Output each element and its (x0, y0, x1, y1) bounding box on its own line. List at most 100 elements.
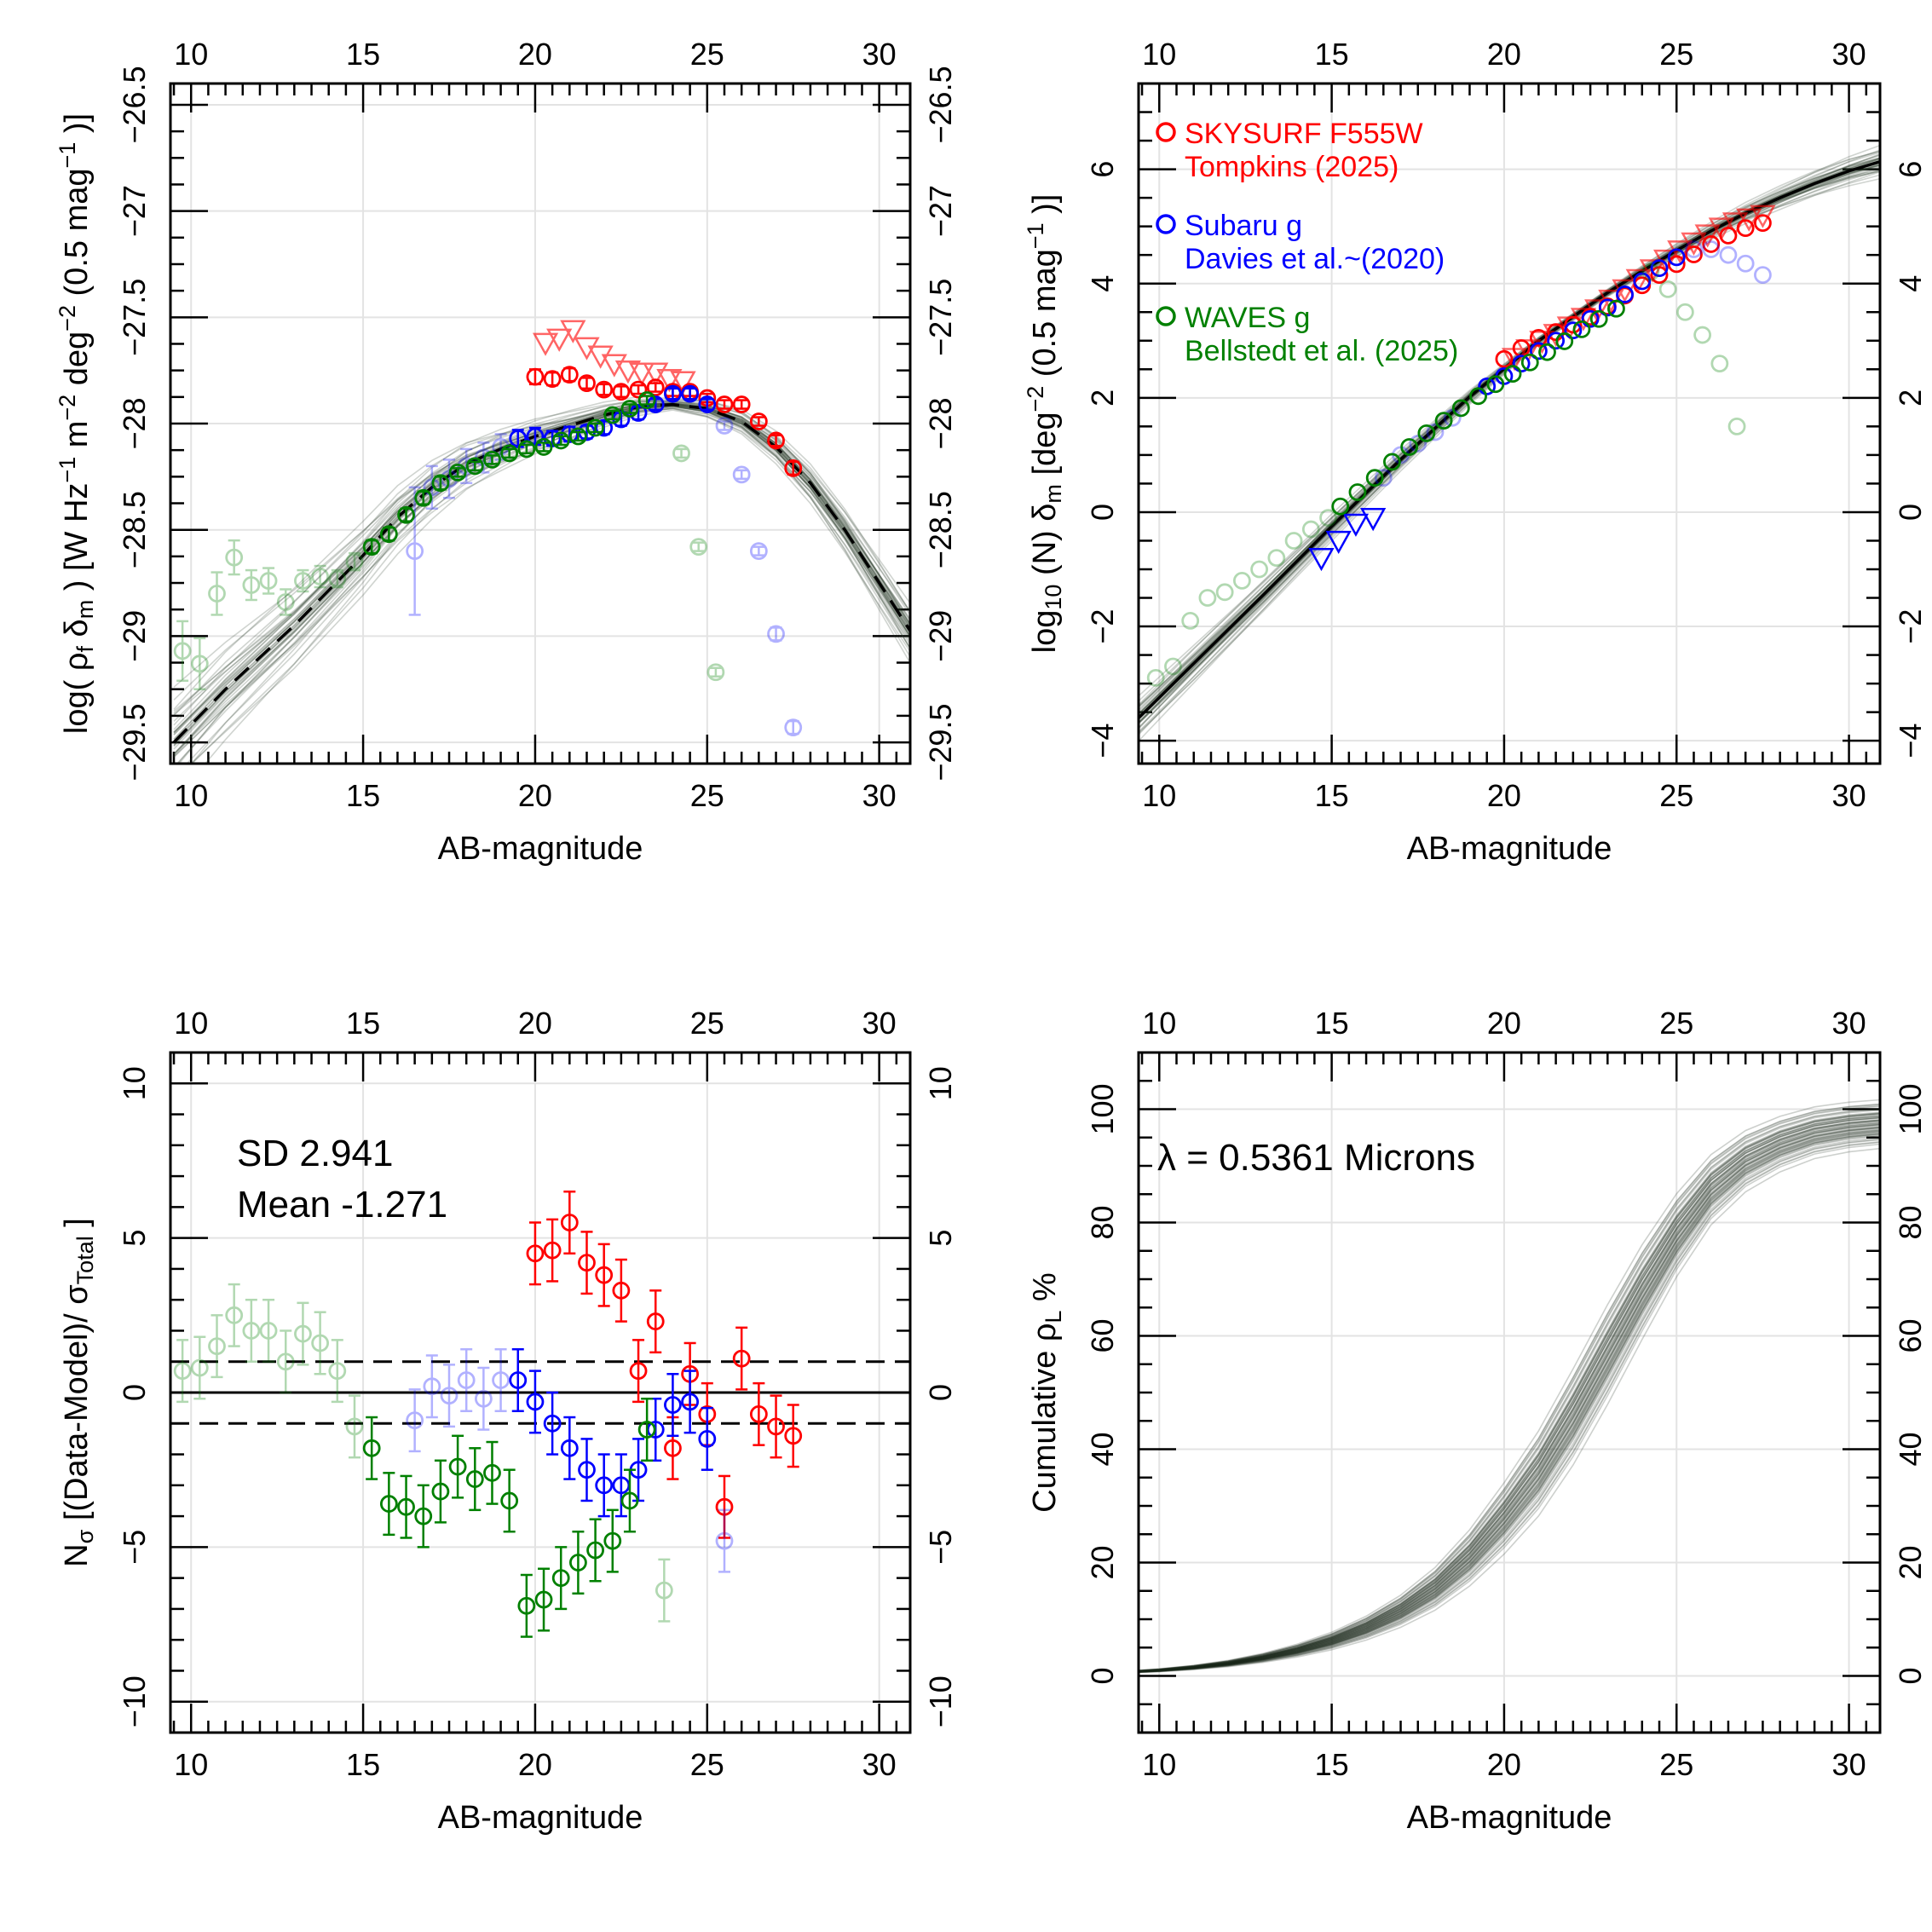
tick-label-x-top: 20 (518, 1006, 552, 1041)
model-median-line (1139, 159, 1880, 719)
data-point (406, 542, 424, 561)
plot-area (1139, 144, 1880, 742)
tick-label-x-bottom: 25 (690, 1747, 724, 1782)
data-point (345, 552, 364, 571)
data-point (1685, 240, 1703, 258)
data-point (586, 418, 604, 437)
data-point (509, 430, 528, 447)
y-axis-title-part: N (59, 1543, 95, 1566)
cumulative-realisation-line (1139, 1129, 1880, 1673)
data-point (637, 391, 656, 409)
tick-label-y-right: 0 (1893, 504, 1928, 521)
tick-label-x-bottom: 10 (1142, 778, 1176, 813)
model-realisation-line (173, 399, 910, 688)
cumulative-realisation-line (1139, 1116, 1880, 1672)
cumulative-realisation-line (1139, 1128, 1880, 1673)
model-realisation-line (173, 402, 910, 735)
tick-label-y-left: 6 (1085, 161, 1120, 178)
ticks (170, 84, 910, 764)
tick-label-y-right: −28.5 (923, 491, 958, 568)
grid (1139, 1053, 1880, 1733)
y-axis-title-part: Cumulative ρ (1027, 1324, 1063, 1513)
data-point (629, 1362, 648, 1381)
ticks (1139, 1051, 1880, 1734)
data-point (715, 417, 734, 435)
cumulative-realisation-line (1139, 1143, 1880, 1674)
cumulative-realisation-line (1139, 1115, 1880, 1672)
data-point (715, 1497, 734, 1516)
data-point (637, 1421, 656, 1439)
data-point (767, 1417, 785, 1436)
y-axis-title-part: m (59, 421, 95, 457)
cumulative-realisation-line (1139, 1104, 1880, 1671)
cumulative-realisation-line (1139, 1104, 1880, 1671)
cumulative-realisation-line (1139, 1119, 1880, 1672)
cumulative-realisation-line (1139, 1105, 1880, 1672)
data-point (595, 1266, 614, 1284)
data-point (1547, 332, 1566, 350)
data-point (1564, 321, 1583, 340)
tick-label-y-left: 5 (117, 1230, 152, 1247)
data-point (603, 406, 622, 424)
tick-label-x-bottom: 20 (1487, 1747, 1521, 1782)
model-realisation-line (173, 402, 910, 710)
series-5 (1331, 299, 1625, 516)
tick-label-y-left: −27.5 (117, 279, 152, 356)
x-axis-title: AB-magnitude (1407, 831, 1612, 867)
data-point (242, 576, 261, 594)
y-axis-title-part: (0.5 mag (59, 168, 95, 305)
data-point-upper-limit (1681, 232, 1707, 256)
cumulative-realisation-line (1139, 1139, 1880, 1673)
data-point (698, 395, 717, 413)
tick-label-y-right: 60 (1893, 1318, 1928, 1352)
data-point (379, 1495, 398, 1513)
data-point (294, 1324, 312, 1343)
data-point (560, 1439, 579, 1457)
data-point (1685, 245, 1703, 263)
data-point (586, 1541, 604, 1560)
tick-label-x-bottom: 25 (690, 778, 724, 813)
data-point (190, 655, 209, 673)
tick-label-x-top: 10 (1142, 1006, 1176, 1041)
data-point (1702, 235, 1721, 253)
data-point (784, 718, 803, 737)
tick-label-x-bottom: 30 (1832, 778, 1866, 813)
ticks (1139, 82, 1880, 764)
data-point-upper-limit (1721, 212, 1749, 236)
data-point (620, 400, 639, 418)
cumulative-realisation-line (1139, 1123, 1880, 1672)
cumulative-realisation-line (1139, 1112, 1880, 1672)
y-axis-title-part: )] (1027, 194, 1063, 223)
data-point (1641, 262, 1660, 281)
data-point (173, 1362, 192, 1381)
model-realisation-line (1139, 153, 1880, 706)
data-point (1331, 497, 1350, 516)
cumulative-realisation-line (1139, 1122, 1880, 1672)
tick-label-x-bottom: 20 (1487, 778, 1521, 813)
tick-label-x-top: 30 (862, 37, 897, 72)
data-point (1754, 266, 1772, 285)
data-point (397, 1497, 415, 1516)
tick-label-y-left: 100 (1085, 1083, 1120, 1134)
y-axis-title-part: L (1041, 1311, 1066, 1324)
data-point (629, 380, 648, 399)
tick-label-y-right: 100 (1893, 1083, 1928, 1134)
data-point (440, 1387, 458, 1405)
y-axis-title-part: −1 (55, 457, 80, 483)
cumulative-realisation-line (1139, 1122, 1880, 1672)
data-point (431, 1482, 450, 1501)
cumulative-realisation-line (1139, 1131, 1880, 1673)
data-point (345, 1417, 364, 1436)
data-point (1607, 299, 1625, 318)
y-axis-title-part: σ (72, 1529, 98, 1543)
data-point (543, 1414, 562, 1433)
series-5 (173, 444, 725, 690)
series-1 (1501, 205, 1776, 372)
data-point-upper-limit (1342, 513, 1370, 537)
data-point (1400, 438, 1419, 456)
tick-label-y-right: −4 (1893, 724, 1928, 758)
legend-label: WAVES g (1185, 302, 1310, 334)
data-point (1538, 343, 1556, 361)
y-axis-title-part: log( ρ (59, 653, 95, 735)
